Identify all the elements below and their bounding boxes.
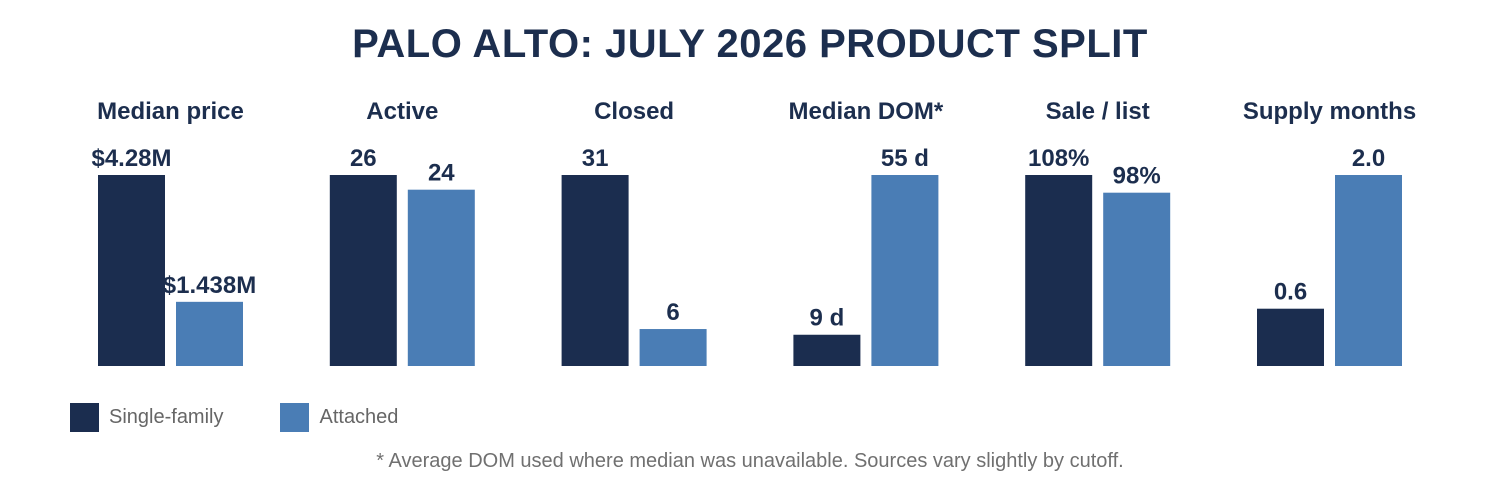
value-label-median-dom-single-family: 9 d xyxy=(810,305,845,332)
panel-title-active: Active xyxy=(366,98,438,125)
panel-active: Active 26 24 xyxy=(329,98,475,366)
legend: Single-family Attached xyxy=(70,403,455,432)
panel-title-supply-months: Supply months xyxy=(1243,98,1416,125)
bar-sale-list-attached xyxy=(1103,192,1171,366)
bar-supply-months-single-family xyxy=(1257,308,1324,366)
value-label-median-dom-attached: 55 d xyxy=(881,145,929,172)
footnote: * Average DOM used where median was unav… xyxy=(376,450,1124,472)
value-label-sale-list-single-family: 108% xyxy=(1028,145,1089,172)
legend-swatch-attached xyxy=(280,403,310,432)
panel-supply-months: Supply months 0.6 2.0 xyxy=(1243,98,1416,366)
bar-median-dom-attached xyxy=(871,175,939,366)
bar-median-price-single-family xyxy=(98,175,165,366)
panel-title-median-dom: Median DOM* xyxy=(789,98,944,125)
legend-swatch-single-family xyxy=(70,403,99,432)
legend-label-attached: Attached xyxy=(319,406,399,428)
legend-item-attached: Attached xyxy=(280,403,398,432)
panel-median-dom: Median DOM* 9 d 55 d xyxy=(789,98,944,366)
value-label-median-price-single-family: $4.28M xyxy=(91,145,171,172)
value-label-closed-single-family: 31 xyxy=(582,145,609,172)
bar-closed-attached xyxy=(639,329,707,366)
bar-active-attached xyxy=(407,189,475,366)
panel-closed: Closed 31 6 xyxy=(561,98,707,366)
value-label-supply-months-attached: 2.0 xyxy=(1352,145,1385,172)
panel-sale-list: Sale / list 108% 98% xyxy=(1025,98,1171,366)
value-label-sale-list-attached: 98% xyxy=(1113,163,1161,190)
value-label-median-price-attached: $1.438M xyxy=(163,272,256,299)
value-label-active-single-family: 26 xyxy=(350,145,377,172)
panel-title-median-price: Median price xyxy=(97,98,244,125)
chart-canvas: Median price $4.28M $1.438M Active 26 24 Close… xyxy=(91,98,1416,366)
value-label-active-attached: 24 xyxy=(428,160,455,187)
panel-title-closed: Closed xyxy=(594,98,674,125)
value-label-closed-attached: 6 xyxy=(666,299,679,326)
panel-title-sale-list: Sale / list xyxy=(1046,98,1150,125)
bar-sale-list-single-family xyxy=(1025,175,1093,366)
bar-active-single-family xyxy=(329,175,397,366)
bar-median-dom-single-family xyxy=(793,334,861,366)
bar-median-price-attached xyxy=(176,301,243,366)
panel-median-price: Median price $4.28M $1.438M xyxy=(91,98,256,366)
legend-label-single-family: Single-family xyxy=(109,406,224,428)
chart-title: PALO ALTO: JULY 2026 PRODUCT SPLIT xyxy=(352,22,1148,66)
bar-closed-single-family xyxy=(561,175,629,366)
value-label-supply-months-single-family: 0.6 xyxy=(1274,279,1307,306)
bar-supply-months-attached xyxy=(1335,175,1402,366)
legend-item-single-family: Single-family xyxy=(70,403,223,432)
